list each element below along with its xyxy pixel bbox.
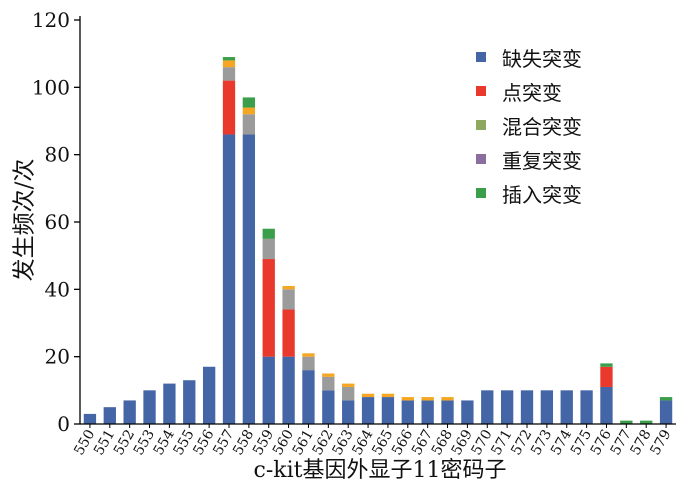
bar-insertion [242, 97, 256, 108]
legend-item: 混合突变 [476, 108, 582, 142]
bar-insertion [620, 420, 633, 424]
legend-label: 重复突变 [502, 148, 582, 173]
bar-deletion [500, 390, 514, 424]
bar-deletion [381, 397, 395, 424]
bar-deletion [183, 380, 196, 424]
bar-orange-segment [342, 383, 355, 387]
bar-orange-segment [282, 285, 295, 290]
legend-item: 缺失突变 [476, 40, 582, 74]
bar-deletion [262, 356, 275, 424]
bar-deletion [600, 386, 613, 424]
legend-item: 插入突变 [476, 176, 582, 210]
legend-swatch [476, 52, 486, 62]
bar-deletion [103, 407, 116, 424]
bar-deletion [322, 390, 335, 424]
bar-deletion [83, 413, 97, 424]
bar-orange-segment [361, 393, 375, 398]
bar-deletion [163, 383, 176, 424]
bar-orange-segment [242, 107, 256, 115]
bar-deletion [461, 400, 474, 424]
y-tick-label: 0 [57, 412, 70, 436]
bar-deletion [520, 390, 534, 424]
y-axis-title-wrap: 发生频次/次 [6, 120, 37, 320]
bar-deletion [659, 400, 673, 424]
bar-gray-segment [282, 289, 295, 310]
legend-swatch [476, 154, 486, 164]
y-tick-label: 20 [45, 345, 70, 369]
bar-deletion [282, 356, 295, 424]
bar-insertion [600, 363, 613, 367]
bar-insertion [640, 420, 653, 424]
bar-deletion [481, 390, 494, 424]
bar-insertion [262, 228, 275, 239]
bar-deletion [421, 400, 434, 424]
bar-gray-segment [222, 67, 236, 81]
bar-gray-segment [322, 376, 335, 391]
bar-deletion [580, 390, 593, 424]
bar-deletion [560, 390, 573, 424]
legend-swatch [476, 188, 486, 198]
legend-label: 点突变 [502, 80, 562, 105]
legend-label: 缺失突变 [502, 46, 582, 71]
bar-deletion [540, 390, 554, 424]
bar-orange-segment [222, 60, 236, 68]
x-axis-title: c-kit基因外显子11密码子 [253, 458, 507, 483]
bar-orange-segment [401, 397, 414, 401]
legend-item: 重复突变 [476, 142, 582, 176]
bar-deletion [222, 134, 236, 424]
bar-point [262, 259, 275, 357]
y-tick-label: 40 [45, 277, 70, 301]
bar-gray-segment [302, 356, 315, 371]
legend-item: 点突变 [476, 74, 582, 108]
bar-orange-segment [322, 373, 335, 377]
bar-point [222, 80, 236, 135]
bar-deletion [342, 400, 355, 424]
y-tick-label: 80 [45, 143, 70, 167]
bar-gray-segment [342, 386, 355, 401]
bar-deletion [441, 400, 454, 424]
bar-point [600, 366, 613, 387]
bar-orange-segment [441, 397, 454, 401]
bar-point [282, 309, 295, 357]
bar-deletion [202, 366, 216, 424]
bar-deletion [361, 397, 375, 424]
bar-deletion [401, 400, 414, 424]
bar-orange-segment [381, 393, 395, 398]
bar-insertion [659, 397, 673, 401]
y-tick-label: 60 [45, 210, 70, 234]
y-tick-label: 100 [32, 75, 70, 99]
bar-orange-segment [302, 353, 315, 357]
bar-orange-segment [421, 397, 434, 401]
bar-deletion [123, 400, 136, 424]
legend-label: 插入突变 [502, 182, 582, 207]
bar-gray-segment [242, 114, 256, 135]
legend-label: 混合突变 [502, 114, 582, 139]
bar-deletion [302, 370, 315, 424]
bars-group [83, 57, 673, 424]
y-tick-label: 120 [32, 8, 70, 32]
bar-deletion [143, 390, 156, 424]
bar-insertion [222, 57, 236, 61]
legend: 缺失突变 点突变 混合突变 重复突变 插入突变 [476, 40, 582, 210]
bar-deletion [242, 134, 256, 424]
y-axis-title: 发生频次/次 [11, 158, 37, 282]
legend-swatch [476, 120, 486, 130]
bar-gray-segment [262, 238, 275, 260]
legend-swatch [476, 86, 486, 96]
